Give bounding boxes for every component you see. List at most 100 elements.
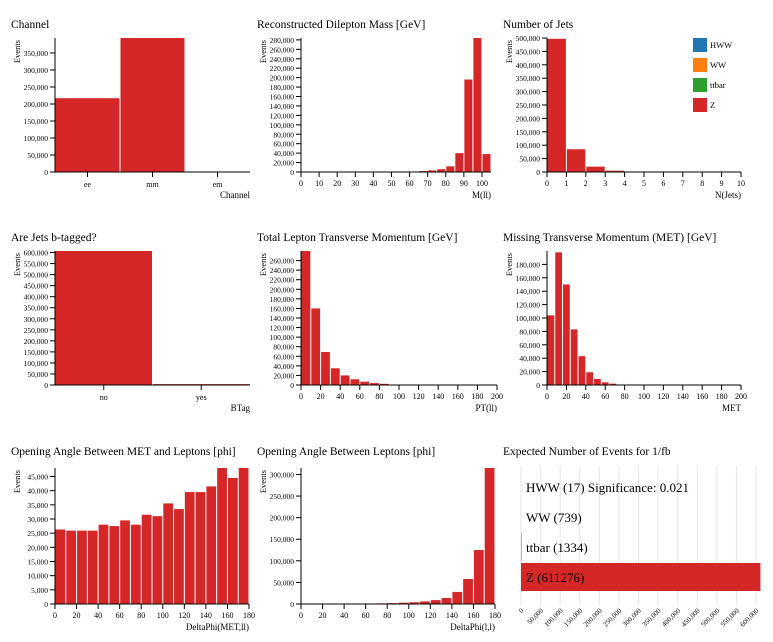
histogram-bin: [452, 591, 463, 604]
x-axis-label: N(Jets): [715, 190, 741, 200]
y-tick-label: 180,000: [270, 295, 295, 304]
y-axis-label: Events: [258, 253, 268, 276]
y-tick-label: 150,000: [270, 535, 295, 544]
y-tick-label: 0: [290, 600, 294, 609]
histogram-bin: [578, 356, 586, 385]
legend-swatch-HWW: [693, 38, 707, 52]
x-tick-label: 100: [157, 611, 169, 620]
x-tick-label: 5: [642, 179, 646, 188]
histogram-bin: [301, 251, 311, 385]
x-tick-label: 80: [621, 392, 629, 401]
histogram-bin: [398, 602, 409, 604]
x-tick-label: 90: [460, 179, 468, 188]
histogram-bin: [586, 372, 594, 385]
x-tick-label: 120: [657, 392, 669, 401]
y-tick-label: 100,000: [516, 141, 541, 150]
histogram-bin: [330, 368, 340, 385]
y-tick-label: 20,000: [27, 543, 48, 552]
x-tick-label: em: [213, 180, 224, 189]
y-tick-label: 100,000: [270, 333, 295, 342]
y-tick-label: 100,000: [516, 314, 541, 323]
histogram-bin: [563, 284, 570, 385]
y-tick-label: 0: [536, 168, 540, 177]
bar-label-WW: WW (739): [526, 510, 582, 525]
histogram-bin: [152, 516, 163, 604]
y-tick-label: 20,000: [519, 368, 540, 377]
y-tick-label: 180,000: [516, 260, 541, 269]
x-tick-label: 400,000: [660, 606, 682, 628]
y-tick-label: 400,000: [24, 293, 49, 302]
chart-title: Opening Angle Between Leptons [phi]: [257, 446, 435, 458]
y-tick-label: 40,000: [273, 362, 294, 371]
chart-expected: Expected Number of Events for 1/fb0 50,00…: [503, 446, 761, 629]
y-tick-label: 50,000: [273, 578, 294, 587]
x-tick-label: 150,000: [562, 606, 584, 628]
y-tick-label: 25,000: [27, 529, 48, 538]
y-axis-label: Events: [258, 40, 268, 63]
histogram-bin: [55, 529, 66, 604]
chart-title: Channel: [11, 19, 49, 31]
histogram-bin: [441, 597, 452, 604]
x-tick-label: 70: [424, 179, 432, 188]
y-tick-label: 500,000: [24, 271, 49, 280]
y-tick-label: 240,000: [270, 55, 295, 64]
y-tick-label: 200,000: [24, 337, 49, 346]
x-axis-label: PT(ll): [476, 403, 498, 413]
histogram-bin: [455, 153, 464, 172]
y-tick-label: 450,000: [516, 47, 541, 56]
x-tick-label: 200: [491, 392, 503, 401]
histogram-bin: [98, 524, 109, 604]
histogram-bin: [586, 166, 605, 172]
x-tick-label: 160: [696, 392, 708, 401]
x-axis-label: DeltaPhi(MET,ll): [186, 622, 249, 632]
y-tick-label: 200,000: [516, 114, 541, 123]
x-tick-label: 0: [299, 392, 303, 401]
y-tick-label: 20,000: [273, 159, 294, 168]
y-tick-label: 100,000: [270, 121, 295, 130]
y-tick-label: 50,000: [519, 155, 540, 164]
histogram-bin: [446, 166, 455, 172]
x-tick-label: no: [100, 393, 108, 402]
x-axis-label: M(ll): [472, 190, 491, 200]
x-tick-label: 9: [720, 179, 724, 188]
y-axis-label: Events: [12, 470, 22, 493]
chart-njets: Number of Jets 0 1 2 3 4 5 6 7 8 9 10 0 50,000 100,000…: [503, 19, 745, 200]
x-tick-label: 40: [582, 392, 590, 401]
y-tick-label: 250,000: [270, 492, 295, 501]
histogram-bin: [195, 492, 206, 604]
histogram-bin: [370, 383, 379, 385]
chart-title: Are Jets b-tagged?: [11, 232, 97, 244]
x-tick-label: 100: [403, 611, 415, 620]
x-tick-label: yes: [196, 393, 207, 402]
histogram-bin: [66, 530, 77, 604]
histogram-bin: [566, 149, 586, 172]
x-tick-label: 40: [369, 179, 377, 188]
y-tick-label: 140,000: [516, 287, 541, 296]
histogram-bin: [141, 514, 152, 604]
x-tick-label: 160: [452, 392, 464, 401]
x-tick-label: 20: [333, 179, 341, 188]
x-tick-label: 180: [716, 392, 728, 401]
y-tick-label: 250,000: [24, 326, 49, 335]
y-tick-label: 60,000: [273, 140, 294, 149]
histogram-bin: [463, 578, 473, 604]
y-tick-label: 140,000: [270, 314, 295, 323]
x-tick-label: 60: [601, 392, 609, 401]
x-tick-label: 20: [319, 611, 327, 620]
bar-ee: [55, 98, 120, 172]
x-tick-label: 180: [243, 611, 255, 620]
legend-swatch-ttbar: [693, 78, 707, 92]
histogram-bin: [238, 468, 249, 604]
histogram-bin: [437, 169, 446, 172]
y-axis-label: Events: [12, 40, 22, 63]
x-tick-label: 140: [432, 392, 444, 401]
x-tick-label: 60: [406, 179, 414, 188]
y-tick-label: 260,000: [270, 45, 295, 54]
y-tick-label: 300,000: [24, 66, 49, 75]
bar-label-Z: Z (611276): [526, 570, 584, 585]
x-tick-label: 120: [178, 611, 190, 620]
x-tick-label: 2: [584, 179, 588, 188]
chart-title: Reconstructed Dilepton Mass [GeV]: [257, 19, 425, 31]
histogram-bin: [130, 524, 141, 604]
chart-title: Missing Transverse Momentum (MET) [GeV]: [503, 232, 716, 244]
